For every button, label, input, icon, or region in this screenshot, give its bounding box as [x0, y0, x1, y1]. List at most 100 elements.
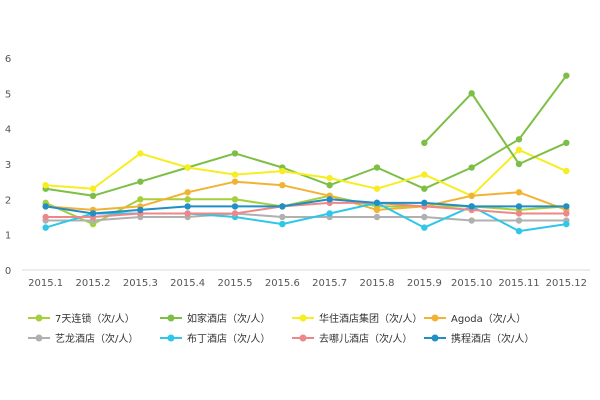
data-point — [515, 146, 523, 154]
data-point — [421, 199, 428, 207]
data-point — [231, 203, 239, 210]
data-point — [279, 182, 286, 189]
x-tick-label: 2015.7 — [312, 278, 347, 289]
series-line-4 — [45, 212, 567, 222]
data-point — [468, 90, 475, 97]
data-point — [89, 210, 97, 217]
series-lines — [45, 75, 568, 233]
data-point — [515, 210, 523, 217]
legend-label: 7天连锁（次/人） — [55, 312, 135, 325]
x-tick-label: 2015.12 — [546, 278, 587, 289]
data-point — [515, 136, 523, 143]
data-point — [373, 185, 381, 192]
x-tick-label: 2015.1 — [28, 278, 63, 289]
series-line-3 — [45, 180, 567, 211]
data-point — [515, 217, 523, 224]
data-point — [468, 192, 475, 199]
data-point — [279, 213, 286, 221]
data-point — [184, 203, 191, 210]
data-point — [515, 160, 523, 168]
data-point — [326, 210, 333, 217]
legend-label: 携程酒店（次/人） — [451, 332, 534, 345]
x-tick-label: 2015.6 — [265, 278, 300, 289]
data-point — [515, 203, 523, 210]
legend-label: 如家酒店（次/人） — [187, 312, 270, 325]
series-line-2 — [45, 148, 567, 197]
series-line-6 — [45, 201, 567, 218]
y-tick-label: 0 — [5, 266, 11, 277]
legend-label: 去哪儿酒店（次/人） — [319, 332, 412, 345]
x-tick-label: 2015.2 — [76, 278, 111, 289]
series-line-8 — [423, 92, 567, 165]
data-point — [326, 182, 333, 189]
chart-legend: 7天连锁（次/人） 如家酒店（次/人） 华住酒店集团（次/人） Agoda（次/人） 艺… — [28, 312, 534, 345]
data-point — [421, 185, 428, 192]
data-point — [184, 189, 191, 196]
data-point — [231, 196, 239, 203]
data-point — [373, 213, 381, 221]
data-point — [563, 220, 570, 228]
data-point — [326, 196, 333, 203]
legend-swatch-marker — [35, 334, 43, 342]
data-point — [563, 210, 570, 217]
data-point — [42, 182, 49, 189]
data-point — [373, 164, 381, 171]
y-tick-label: 4 — [5, 125, 11, 136]
data-point — [563, 203, 570, 210]
y-tick-label: 5 — [5, 89, 11, 100]
data-point — [468, 164, 475, 171]
data-point — [42, 213, 49, 221]
series-points — [42, 72, 570, 235]
data-point — [515, 227, 523, 235]
data-point — [89, 185, 97, 192]
legend-swatch-marker — [299, 314, 307, 322]
x-tick-label: 2015.3 — [123, 278, 158, 289]
data-point — [563, 139, 570, 146]
data-point — [421, 171, 428, 178]
data-point — [137, 150, 144, 157]
data-point — [184, 196, 191, 203]
chart-axes: 0 1 2 3 4 5 6 2015.1 2015.2 2015.3 2015.4 2015.5 201… — [5, 54, 590, 289]
data-point — [137, 206, 144, 214]
legend-label: 艺龙酒店（次/人） — [55, 332, 138, 345]
legend-swatch-marker — [167, 334, 175, 342]
y-tick-label: 2 — [5, 195, 11, 206]
x-tick-label: 2015.9 — [407, 278, 442, 289]
series-line-1 — [45, 75, 568, 197]
y-tick-label: 1 — [5, 231, 11, 242]
data-point — [421, 213, 428, 221]
legend-swatch-marker — [167, 314, 175, 322]
y-tick-label: 3 — [5, 160, 11, 171]
data-point — [279, 167, 286, 175]
data-point — [42, 203, 49, 210]
data-point — [326, 174, 333, 182]
data-point — [421, 139, 428, 146]
data-point — [563, 167, 570, 175]
data-point — [42, 224, 49, 231]
x-tick-label: 2015.5 — [218, 278, 253, 289]
data-point — [563, 72, 570, 79]
series-line-7 — [45, 198, 567, 215]
legend-label: Agoda（次/人） — [451, 312, 526, 325]
data-point — [231, 210, 239, 217]
data-point — [184, 164, 191, 171]
legend-swatch-marker — [35, 314, 43, 322]
y-tick-label: 6 — [5, 54, 11, 65]
data-point — [468, 217, 475, 224]
data-point — [231, 171, 239, 178]
legend-label: 华住酒店集团（次/人） — [319, 312, 422, 325]
x-tick-label: 2015.10 — [451, 278, 492, 289]
data-point — [184, 210, 191, 217]
data-point — [373, 199, 381, 207]
data-point — [279, 203, 286, 210]
data-point — [137, 196, 144, 203]
x-tick-label: 2015.4 — [170, 278, 205, 289]
data-point — [468, 203, 475, 210]
data-point — [231, 150, 239, 157]
data-point — [421, 224, 428, 231]
legend-swatch-marker — [431, 314, 439, 322]
data-point — [515, 189, 523, 196]
legend-swatch-marker — [431, 334, 439, 342]
legend-swatch-marker — [299, 334, 307, 342]
